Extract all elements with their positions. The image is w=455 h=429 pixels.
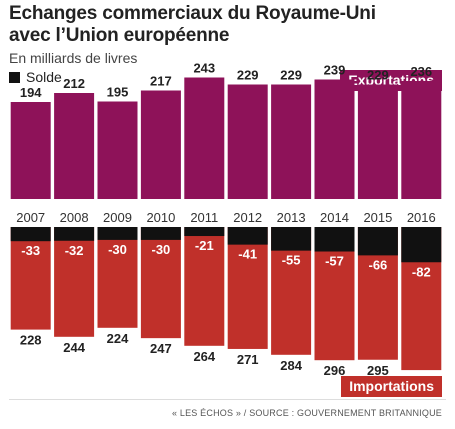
title-line-2: avec l’Union européenne <box>9 25 230 46</box>
solde-value-label: -33 <box>21 243 40 258</box>
legend-solde: Solde <box>9 69 62 85</box>
export-value-label: 194 <box>20 85 42 100</box>
imports-label: Importations <box>341 376 442 397</box>
solde-bar <box>357 227 398 256</box>
export-bar <box>271 84 312 199</box>
export-value-label: 229 <box>237 68 259 83</box>
solde-swatch <box>9 71 20 83</box>
title-line-1: Echanges commerciaux du Royaume-Uni <box>9 3 376 24</box>
export-bar <box>10 102 51 199</box>
export-bar <box>227 84 268 199</box>
chart-subtitle: En milliards de livres <box>9 50 138 66</box>
solde-bar <box>140 227 181 240</box>
export-value-label: 212 <box>63 76 85 91</box>
export-value-label: 236 <box>410 64 432 79</box>
year-tick-label: 2011 <box>190 210 218 225</box>
import-value-label: 264 <box>193 349 215 364</box>
solde-bar <box>271 227 312 251</box>
solde-value-label: -41 <box>238 247 257 262</box>
year-tick-label: 2010 <box>146 210 175 225</box>
solde-value-label: -57 <box>325 254 344 269</box>
chart-title: Echanges commerciaux du Royaume-Uni avec… <box>9 3 376 47</box>
solde-value-label: -66 <box>369 257 388 272</box>
import-bar <box>54 227 95 337</box>
import-value-label: 247 <box>150 341 172 356</box>
import-value-label: 296 <box>324 363 346 378</box>
year-tick-label: 2008 <box>60 210 89 225</box>
export-bar <box>401 81 442 199</box>
solde-value-label: -32 <box>65 243 84 258</box>
import-value-label: 271 <box>237 352 259 367</box>
solde-value-label: -55 <box>282 253 301 268</box>
source-divider <box>9 399 446 400</box>
import-value-label: 224 <box>107 331 129 346</box>
solde-bar <box>10 227 51 242</box>
solde-bar <box>54 227 95 241</box>
solde-value-label: -82 <box>412 264 431 279</box>
import-bar <box>10 227 51 330</box>
import-value-label: 228 <box>20 333 42 348</box>
export-bar <box>54 93 95 199</box>
solde-value-label: -30 <box>108 242 127 257</box>
export-bar <box>357 84 398 199</box>
solde-bar <box>97 227 138 240</box>
export-bar <box>184 77 225 199</box>
solde-bar <box>227 227 268 245</box>
year-tick-label: 2015 <box>363 210 392 225</box>
export-value-label: 217 <box>150 74 172 89</box>
import-value-label: 244 <box>63 340 85 355</box>
import-bar <box>227 227 268 349</box>
export-value-label: 239 <box>324 63 346 78</box>
export-value-label: 229 <box>280 68 302 83</box>
source-note: « LES ÉCHOS » / SOURCE : GOUVERNEMENT BR… <box>171 408 442 418</box>
year-tick-label: 2016 <box>407 210 436 225</box>
year-tick-label: 2012 <box>233 210 262 225</box>
solde-bar <box>184 227 225 237</box>
export-bar <box>314 79 355 199</box>
solde-bar <box>314 227 355 252</box>
import-value-label: 295 <box>367 363 389 378</box>
year-tick-label: 2013 <box>277 210 306 225</box>
legend-solde-label: Solde <box>26 69 62 85</box>
import-bar <box>140 227 181 339</box>
export-value-label: 243 <box>193 61 215 76</box>
year-tick-label: 2014 <box>320 210 349 225</box>
import-value-label: 284 <box>280 358 302 373</box>
import-bar <box>184 227 225 346</box>
year-tick-label: 2009 <box>103 210 132 225</box>
import-bar <box>97 227 138 328</box>
year-tick-label: 2007 <box>16 210 45 225</box>
solde-bar <box>401 227 442 263</box>
export-value-label: 195 <box>107 85 129 100</box>
solde-value-label: -21 <box>195 238 214 253</box>
solde-value-label: -30 <box>152 242 171 257</box>
export-value-label: 229 <box>367 68 389 83</box>
export-bar <box>97 101 138 199</box>
export-bar <box>140 90 181 199</box>
